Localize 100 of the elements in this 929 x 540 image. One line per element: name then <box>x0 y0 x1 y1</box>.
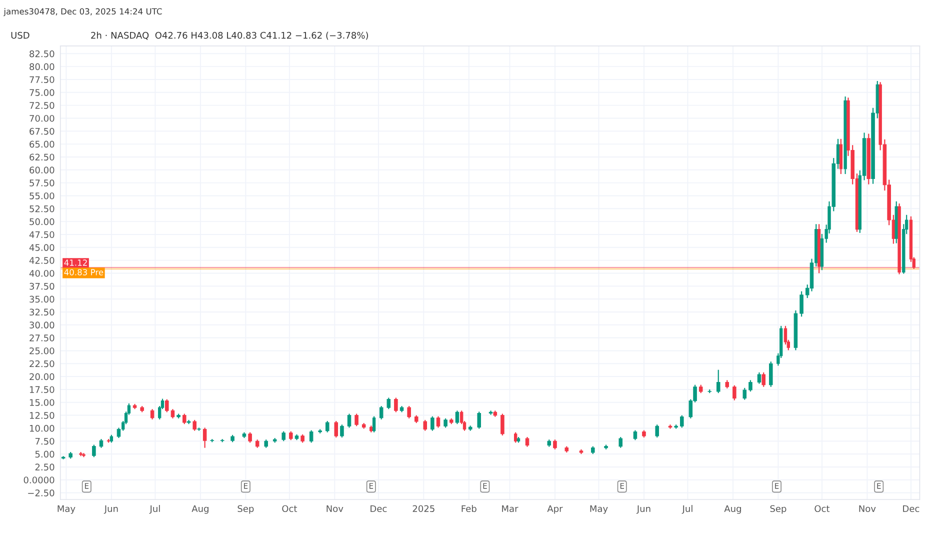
y-tick-label: 80.00 <box>30 63 54 70</box>
candlestick <box>354 413 358 427</box>
y-tick-label: 70.00 <box>30 114 54 122</box>
y-tick-label: 72.50 <box>30 102 54 109</box>
y-tick-label: 22.50 <box>30 360 54 368</box>
candlestick <box>423 419 428 432</box>
x-tick-label: Mar <box>502 505 518 512</box>
y-tick-label: 30.00 <box>30 322 54 328</box>
candlestick <box>379 405 384 420</box>
candlestick <box>444 418 448 428</box>
candlestick <box>680 414 684 428</box>
y-tick-label: 82.50 <box>30 50 54 58</box>
y-tick-label: 67.50 <box>30 128 54 135</box>
candlestick <box>742 387 747 400</box>
y-tick-label: 37.50 <box>30 282 54 290</box>
candlestick <box>165 398 169 413</box>
candlestick <box>633 430 638 441</box>
y-tick-label: 55.00 <box>30 192 54 200</box>
x-tick-label: Sep <box>770 505 786 514</box>
x-tick-label: Aug <box>192 505 208 514</box>
y-tick-label: 10.00 <box>30 424 54 432</box>
candlestick <box>202 427 207 448</box>
candlestick <box>762 372 766 388</box>
x-tick-label: Oct <box>814 505 830 512</box>
candlestick <box>430 416 434 432</box>
x-tick-label: Aug <box>724 505 741 514</box>
x-tick-label: Jun <box>104 505 118 514</box>
candlestick <box>488 410 493 416</box>
candlestick <box>800 290 804 318</box>
x-tick-label: Apr <box>547 505 563 514</box>
y-tick-label: −2.50 <box>28 490 54 496</box>
candlestick <box>618 436 623 448</box>
x-tick-label: Nov <box>859 505 876 512</box>
y-tick-label: 32.50 <box>30 308 54 316</box>
candlestick <box>477 411 481 430</box>
candlestick <box>192 419 196 432</box>
x-tick-label: Nov <box>326 505 344 512</box>
y-tick-label: 20.00 <box>30 373 54 380</box>
y-axis-title: USD <box>11 32 30 39</box>
y-tick-label: 65.00 <box>30 140 54 148</box>
candlestick <box>525 436 530 448</box>
y-tick-label: 25.00 <box>30 347 54 354</box>
candlestick <box>757 372 762 384</box>
candlestick <box>655 424 659 438</box>
candlestick <box>748 380 752 392</box>
y-tick-label: 15.00 <box>30 399 54 406</box>
y-tick-label: 75.00 <box>30 89 54 96</box>
x-tick-label: Feb <box>462 505 476 512</box>
y-tick-label: 5.00 <box>35 450 54 458</box>
candlestick <box>92 444 96 458</box>
x-tick-label: Dec <box>370 505 387 512</box>
candlestick <box>340 424 344 438</box>
candlestick <box>500 413 504 436</box>
candlestick <box>170 408 175 419</box>
x-tick-label: Dec <box>903 505 920 512</box>
y-tick-label: 42.50 <box>29 257 54 264</box>
candlestick <box>150 408 154 420</box>
candlestick <box>436 416 440 428</box>
candlestick <box>386 397 391 410</box>
chart-title: 2h · NASDAQ O42.76 H43.08 L40.83 C41.12 −1.62 (−3.78%) <box>91 32 368 40</box>
x-tick-label: Jul <box>149 505 160 514</box>
candlestick <box>309 430 314 444</box>
candlestick <box>325 420 330 433</box>
candlestick <box>394 397 398 413</box>
candlestick <box>716 369 720 394</box>
y-tick-label: 52.50 <box>30 205 54 212</box>
candlestick <box>514 432 518 444</box>
y-tick-label: 62.50 <box>30 154 54 161</box>
x-tick-label: Sep <box>238 505 254 514</box>
y-tick-label: 2.50 <box>35 464 54 471</box>
x-tick-label: Jul <box>682 505 692 514</box>
x-tick-label: May <box>590 505 608 514</box>
candlestick <box>455 410 460 425</box>
y-tick-label: 47.50 <box>29 231 54 238</box>
y-tick-label: 57.50 <box>30 180 54 186</box>
candlestick <box>372 416 376 433</box>
candlestick <box>769 361 773 388</box>
candlestick <box>732 384 736 401</box>
y-tick-label: 12.50 <box>30 412 54 419</box>
ref-line-label: 40.83 Pre <box>64 269 104 276</box>
candlestick <box>282 430 286 442</box>
candlestick <box>334 420 338 438</box>
y-tick-label: 27.50 <box>30 334 54 342</box>
x-tick-label: Oct <box>282 505 298 512</box>
x-tick-label: Jun <box>636 505 650 514</box>
y-tick-label: 40.00 <box>29 270 54 277</box>
y-tick-label: 60.00 <box>30 166 54 174</box>
candlestick <box>407 405 411 419</box>
ref-line-label: 41.12 <box>64 260 87 266</box>
y-tick-label: 45.00 <box>29 244 54 251</box>
y-tick-label: 77.50 <box>30 76 54 84</box>
y-tick-label: 0.0000 <box>24 476 54 484</box>
y-tick-label: 50.00 <box>30 218 54 226</box>
candlestick <box>553 439 557 450</box>
chart-subtitle: james30478, Dec 03, 2025 14:24 UTC <box>4 8 162 16</box>
x-tick-label: May <box>58 505 76 514</box>
x-tick-label: 2025 <box>412 505 434 512</box>
candlestick <box>182 413 186 425</box>
y-tick-label: 35.00 <box>30 296 54 303</box>
y-tick-label: 17.50 <box>30 386 54 394</box>
